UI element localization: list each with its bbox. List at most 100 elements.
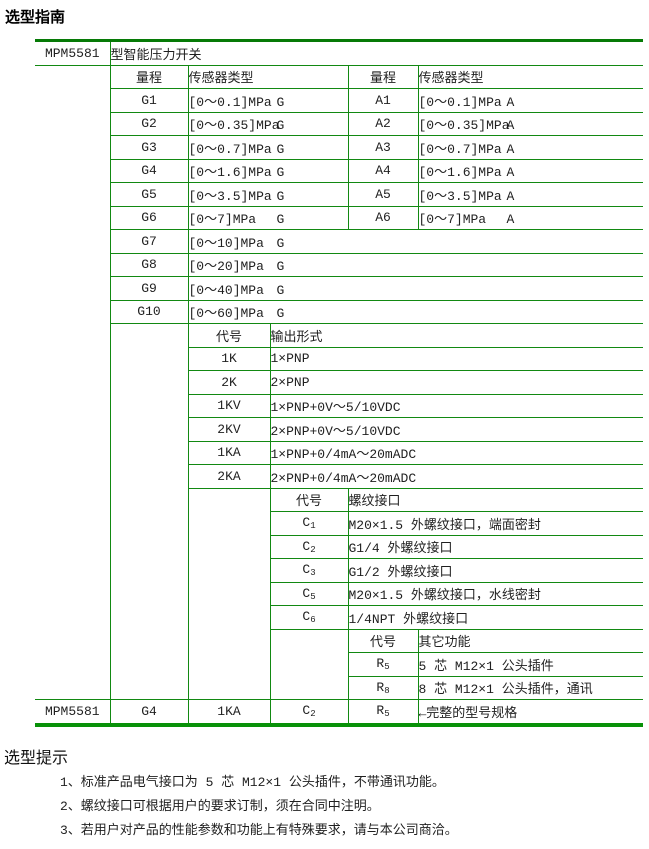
sensor-range-cell: [0～0.1]MPa A xyxy=(417,88,644,113)
range-column-spacer-cell xyxy=(110,323,189,700)
sensor-letter: A xyxy=(506,94,515,110)
sensor-letter: A xyxy=(506,212,515,228)
example-thread-cell: C2 xyxy=(269,699,349,725)
range-code-cell: A3 xyxy=(347,135,419,160)
code-subscript: 5 xyxy=(384,662,390,673)
thread-desc-cell: M20×1.5 外螺纹接口，端面密封 xyxy=(347,511,644,536)
example-range-cell: G4 xyxy=(109,699,189,725)
pressure-range: [0～3.5]MPa xyxy=(418,188,502,204)
example-model-cell: MPM5581 xyxy=(35,699,111,725)
range-code-cell: G9 xyxy=(110,276,189,301)
table-row: 代号 其它功能 xyxy=(35,628,644,700)
model-description-cell: 型智能压力开关 xyxy=(109,40,644,66)
table-row: R8 8 芯 M12×1 公头插件，通讯 xyxy=(35,675,644,700)
example-other-cell: R5 xyxy=(347,699,419,725)
output-code-cell: 2KV xyxy=(188,417,271,442)
sensor-letter: G xyxy=(276,282,285,298)
sensor-type-header-cell: 传感器类型 xyxy=(187,64,349,89)
thread-code-cell: C5 xyxy=(270,581,349,606)
sensor-range-cell: [0～7]MPa A xyxy=(417,205,644,230)
code-header-cell: 代号 xyxy=(187,323,271,348)
thread-code-cell: C1 xyxy=(270,511,349,536)
pressure-range: [0～1.6]MPa xyxy=(418,165,502,181)
example-model-row: MPM5581 G4 1KA C2 R5 ←完整的型号规格 xyxy=(35,699,644,725)
thread-code-cell: C3 xyxy=(270,558,349,583)
pressure-range: [0～0.7]MPa xyxy=(418,141,502,157)
example-output-cell: 1KA xyxy=(187,699,271,725)
table-row: G6 [0～7]MPa G A6 [0～7]MPa A xyxy=(35,205,644,230)
output-code-cell: 1KV xyxy=(188,393,271,418)
sensor-type-header-cell-absolute: 传感器类型 xyxy=(417,64,644,89)
range-code-cell: G7 xyxy=(110,229,189,254)
sensor-letter: G xyxy=(276,259,285,275)
table-row: 代号 输出形式 xyxy=(35,323,644,700)
sensor-range-cell: [0～0.7]MPa A xyxy=(417,135,644,160)
sensor-range-cell: [0～0.1]MPa G xyxy=(187,88,349,113)
sensor-range-cell: [0～10]MPa G xyxy=(187,229,644,254)
code-base: R xyxy=(376,679,385,695)
range-code-cell: G8 xyxy=(110,252,189,277)
table-row: 2KV 2×PNP+0V～5/10VDC xyxy=(35,417,644,442)
output-desc-cell: 2×PNP+0/4mA～20mADC xyxy=(269,464,644,489)
code-base: R xyxy=(376,703,385,719)
pressure-range: [0～20]MPa xyxy=(188,259,264,275)
range-code-cell: A4 xyxy=(347,158,419,183)
output-code-cell: 1KA xyxy=(188,440,271,465)
sensor-letter: G xyxy=(276,306,285,322)
sensor-letter: G xyxy=(276,118,285,134)
output-desc-cell: 1×PNP+0/4mA～20mADC xyxy=(269,440,644,465)
sensor-letter: A xyxy=(506,141,515,157)
thread-code-cell: C2 xyxy=(270,534,349,559)
table-row: 2K 2×PNP xyxy=(35,370,644,395)
code-subscript: 8 xyxy=(384,685,390,696)
pressure-range: [0～3.5]MPa xyxy=(188,188,272,204)
sensor-range-cell: [0～1.6]MPa A xyxy=(417,158,644,183)
sensor-letter: A xyxy=(506,165,515,181)
pressure-range: [0～7]MPa xyxy=(418,212,487,228)
sensor-range-cell: [0～3.5]MPa A xyxy=(417,182,644,207)
output-desc-cell: 1×PNP xyxy=(269,346,644,371)
output-code-cell: 2KA xyxy=(188,464,271,489)
code-subscript: 6 xyxy=(310,615,316,626)
pressure-range: [0～7]MPa xyxy=(188,212,257,228)
table-row: 2KA 2×PNP+0/4mA～20mADC xyxy=(35,464,644,489)
model-column-spacer-cell xyxy=(35,64,111,700)
table-row: G2 [0～0.35]MPaG A2 [0～0.35]MPaA xyxy=(35,111,644,136)
sensor-range-cell: [0～60]MPa G xyxy=(187,299,644,324)
output-desc-cell: 2×PNP+0V～5/10VDC xyxy=(269,417,644,442)
range-code-cell: A6 xyxy=(347,205,419,230)
thread-desc-cell: M20×1.5 外螺纹接口，水线密封 xyxy=(347,581,644,606)
range-code-cell: G6 xyxy=(110,205,189,230)
output-code-cell: 2K xyxy=(188,370,271,395)
sensor-letter: A xyxy=(506,188,515,204)
range-header-cell-absolute: 量程 xyxy=(347,64,419,89)
code-base: C xyxy=(302,585,311,601)
sensor-range-cell: [0～1.6]MPa G xyxy=(187,158,349,183)
output-code-cell: 1K xyxy=(188,346,271,371)
pressure-range: [0～40]MPa xyxy=(188,282,264,298)
range-code-cell: G1 xyxy=(110,88,189,113)
pressure-range: [0～0.35]MPa xyxy=(188,118,280,134)
pressure-range: [0～0.1]MPa xyxy=(188,94,272,110)
sensor-letter: G xyxy=(276,212,285,228)
sensor-letter: G xyxy=(276,188,285,204)
code-header-cell: 代号 xyxy=(347,628,419,653)
table-row: G7 [0～10]MPa G xyxy=(35,229,644,254)
output-form-header-cell: 输出形式 xyxy=(269,323,644,348)
range-code-cell: A5 xyxy=(347,182,419,207)
output-column-spacer-cell xyxy=(188,487,271,700)
table-row: G4 [0～1.6]MPa G A4 [0～1.6]MPa A xyxy=(35,158,644,183)
tip-item-3: 3、若用户对产品的性能参数和功能上有特殊要求，请与本公司商洽。 xyxy=(60,823,458,838)
page-title: 选型指南 xyxy=(5,8,66,26)
range-code-cell: G3 xyxy=(110,135,189,160)
other-header-cell: 其它功能 xyxy=(417,628,644,653)
range-code-cell: A2 xyxy=(347,111,419,136)
range-code-cell: A1 xyxy=(347,88,419,113)
table-row: R5 5 芯 M12×1 公头插件 xyxy=(35,652,644,677)
code-subscript: 2 xyxy=(310,709,316,720)
thread-desc-cell: 1/4NPT 外螺纹接口 xyxy=(347,605,644,630)
model-cell: MPM5581 xyxy=(35,40,111,66)
table-row: G8 [0～20]MPa G xyxy=(35,252,644,277)
range-header-cell: 量程 xyxy=(109,64,189,89)
other-desc-cell: 5 芯 M12×1 公头插件 xyxy=(417,652,644,677)
